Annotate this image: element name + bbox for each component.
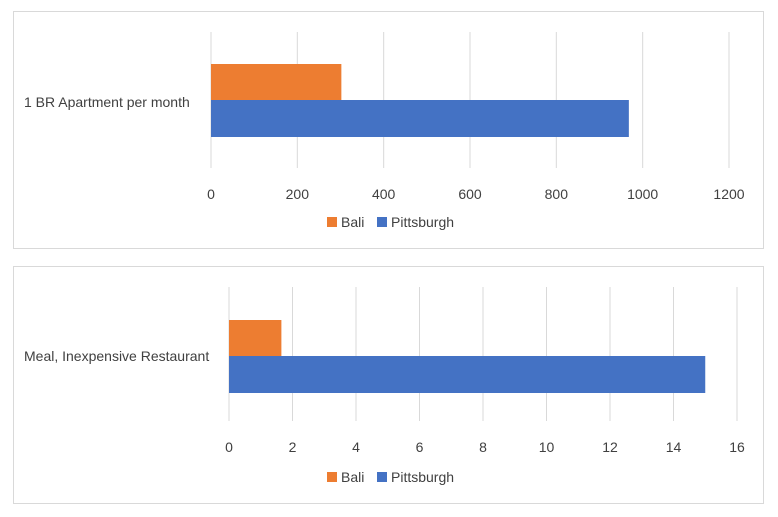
- meal-x-tick-label: 16: [729, 439, 745, 455]
- apartment-x-tick-label: 400: [372, 186, 396, 202]
- meal-legend-swatch-bali: [327, 472, 337, 482]
- apartment-chart: 0 200 400 600 800 1000 1200 1 BR Apartment per …: [13, 11, 764, 249]
- apartment-legend-label-bali: Bali: [341, 214, 364, 230]
- apartment-x-tick-label: 1000: [627, 186, 658, 202]
- meal-bar-bali: [229, 320, 282, 357]
- meal-x-tick-label: 4: [352, 439, 360, 455]
- meal-x-tick-label: 14: [666, 439, 682, 455]
- apartment-chart-plot: 0 200 400 600 800 1000 1200 1 BR Apartment per …: [24, 32, 745, 230]
- meal-category-label: Meal, Inexpensive Restaurant: [24, 348, 209, 364]
- meal-chart-plot: 0 2 4 6 8 10 12 14 16 Meal, Inexpensive Restauran…: [24, 287, 745, 485]
- meal-x-tick-label: 2: [289, 439, 297, 455]
- apartment-x-tick-label: 800: [545, 186, 569, 202]
- apartment-bar-pittsburgh: [211, 100, 629, 137]
- meal-x-tick-label: 8: [479, 439, 487, 455]
- meal-legend-label-bali: Bali: [341, 469, 364, 485]
- meal-x-tick-label: 10: [539, 439, 555, 455]
- apartment-x-tick-label: 200: [286, 186, 310, 202]
- meal-legend-label-pittsburgh: Pittsburgh: [391, 469, 454, 485]
- apartment-legend-swatch-pittsburgh: [377, 217, 387, 227]
- meal-x-tick-label: 0: [225, 439, 233, 455]
- meal-x-tick-label: 6: [416, 439, 424, 455]
- apartment-x-tick-label: 0: [207, 186, 215, 202]
- meal-x-tick-label: 12: [602, 439, 618, 455]
- meal-legend-swatch-pittsburgh: [377, 472, 387, 482]
- apartment-bar-bali: [211, 64, 342, 101]
- apartment-legend-swatch-bali: [327, 217, 337, 227]
- apartment-x-tick-label: 1200: [713, 186, 744, 202]
- meal-chart: 0 2 4 6 8 10 12 14 16 Meal, Inexpensive Restauran…: [13, 266, 764, 504]
- meal-bar-pittsburgh: [229, 356, 706, 393]
- apartment-category-label: 1 BR Apartment per month: [24, 94, 190, 110]
- apartment-legend-label-pittsburgh: Pittsburgh: [391, 214, 454, 230]
- apartment-x-tick-label: 600: [458, 186, 482, 202]
